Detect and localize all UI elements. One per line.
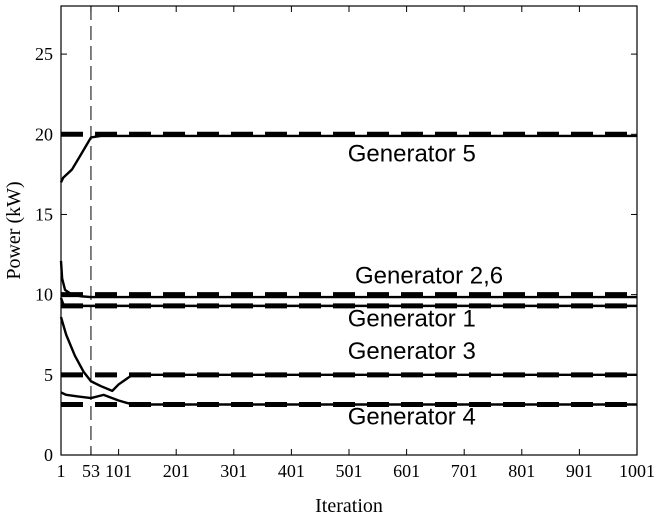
axes-group: 1 53 101 201 301 401 501 601 701 801 901 1001 0 5 10 15… <box>35 5 655 481</box>
series-annotation: Generator 2,6 <box>355 262 503 289</box>
x-tick-label: 701 <box>451 461 478 481</box>
x-tick-label: 901 <box>566 461 593 481</box>
y-axis-label: Power (kW) <box>3 181 25 279</box>
y-tick-label: 5 <box>44 365 53 385</box>
y-tick-label: 10 <box>35 285 53 305</box>
x-axis-label: Iteration <box>315 495 383 516</box>
x-tick-label: 601 <box>393 461 420 481</box>
plot-frame <box>60 5 638 456</box>
series-line <box>59 316 637 393</box>
y-tick-label: 25 <box>35 44 53 64</box>
series-line <box>59 260 637 299</box>
x-tick-label: 53 <box>82 461 100 481</box>
series-annotation: Generator 3 <box>348 338 476 365</box>
x-tick-label: 1 <box>57 461 66 481</box>
x-tick-label: 1001 <box>619 461 655 481</box>
y-tick-label: 0 <box>44 445 53 465</box>
x-tick-label: 501 <box>336 461 363 481</box>
annotations-group: Generator 5 Generator 2,6 Generator 1 Gener… <box>348 141 503 431</box>
series-annotation: Generator 1 <box>348 306 476 333</box>
series-group <box>59 134 637 406</box>
series-annotation: Generator 5 <box>348 141 476 168</box>
series-line <box>59 297 637 308</box>
x-tick-label: 101 <box>105 461 132 481</box>
x-tick-label: 401 <box>278 461 305 481</box>
series-line <box>60 391 637 406</box>
x-tick-label: 201 <box>163 461 190 481</box>
series-annotation: Generator 4 <box>348 404 476 431</box>
y-tick-label: 20 <box>35 124 53 144</box>
series-line <box>59 134 637 183</box>
x-tick-label: 801 <box>508 461 535 481</box>
y-tick-label: 15 <box>35 204 53 224</box>
x-tick-label: 301 <box>220 461 247 481</box>
